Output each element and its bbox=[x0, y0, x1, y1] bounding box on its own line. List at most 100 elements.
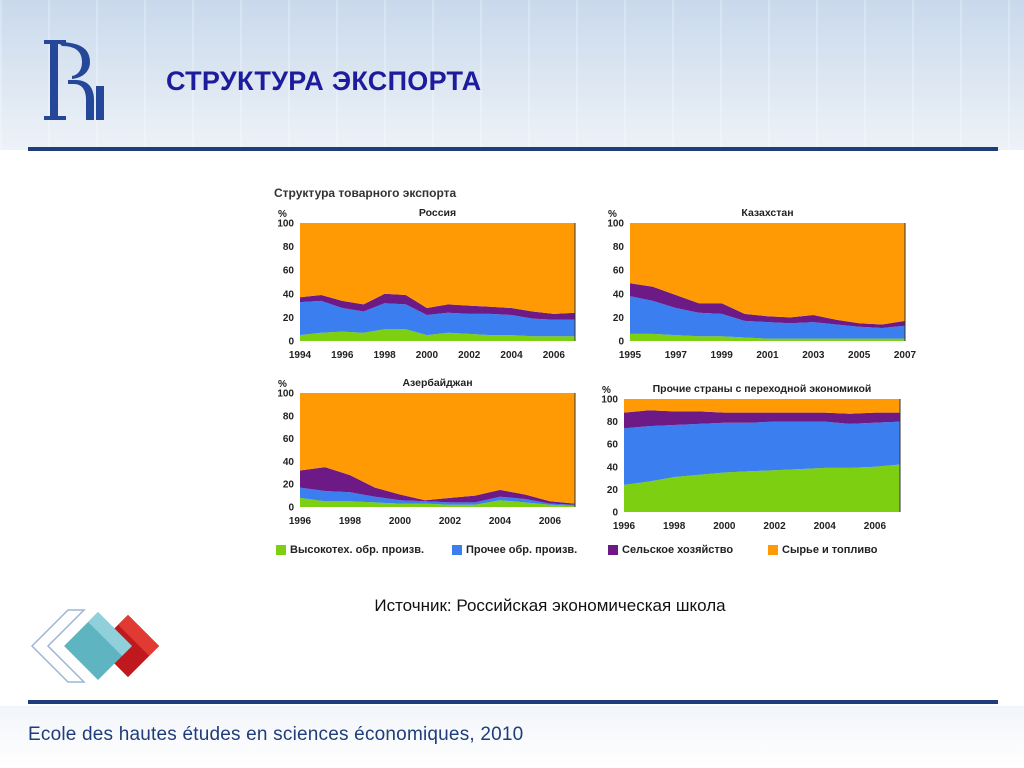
x-tick-label: 1998 bbox=[373, 350, 396, 361]
y-tick-label: 80 bbox=[283, 411, 295, 422]
legend-item-raw-fuel: Сырье и топливо bbox=[768, 543, 878, 557]
y-tick-label: 40 bbox=[613, 289, 625, 300]
x-tick-label: 2004 bbox=[814, 521, 837, 532]
area-other_manuf-other bbox=[624, 421, 900, 485]
x-tick-label: 1994 bbox=[289, 350, 312, 361]
legend-label: Сырье и топливо bbox=[782, 544, 878, 556]
x-tick-label: 2001 bbox=[756, 350, 779, 361]
legend-label: Сельское хозяйство bbox=[622, 544, 734, 556]
legend-item-other-manuf: Прочее обр. произв. bbox=[452, 543, 577, 557]
area-high_tech-azerbaijan bbox=[300, 497, 575, 507]
area-high_tech-other bbox=[624, 464, 900, 512]
area-other_manuf-russia bbox=[300, 300, 575, 337]
area-agriculture-kazakhstan bbox=[630, 283, 905, 328]
y-unit-label: % bbox=[608, 209, 617, 220]
legend-item-high-tech: Высокотех. обр. произв. bbox=[276, 543, 424, 557]
y-tick-label: 20 bbox=[283, 480, 295, 491]
y-unit-label: % bbox=[602, 385, 611, 396]
x-tick-label: 2002 bbox=[458, 350, 481, 361]
y-tick-label: 60 bbox=[607, 440, 619, 451]
x-tick-label: 2004 bbox=[489, 516, 512, 527]
y-tick-label: 40 bbox=[607, 462, 619, 473]
x-tick-label: 1996 bbox=[331, 350, 354, 361]
legend-label: Высокотех. обр. произв. bbox=[290, 544, 425, 556]
y-tick-label: 20 bbox=[283, 313, 295, 324]
panel-title-russia: Россия bbox=[419, 207, 456, 219]
chart-azerbaijan: Азербайджан% 0 20 40 60 80 100 1996 1998 2000 2002… bbox=[270, 375, 590, 535]
y-tick-label: 100 bbox=[277, 219, 294, 230]
y-tick-label: 80 bbox=[283, 242, 295, 253]
y-tick-label: 100 bbox=[277, 389, 294, 400]
area-agriculture-azerbaijan bbox=[300, 467, 575, 505]
x-tick-label: 1996 bbox=[289, 516, 312, 527]
legend-swatch bbox=[276, 545, 286, 555]
x-tick-label: 2005 bbox=[848, 350, 871, 361]
chart-other-transition: Прочие страны с переходной экономикой% 0 2… bbox=[594, 378, 924, 538]
area-other_manuf-kazakhstan bbox=[630, 296, 905, 339]
x-tick-label: 2006 bbox=[539, 516, 562, 527]
y-tick-label: 0 bbox=[618, 337, 624, 348]
area-agriculture-russia bbox=[300, 293, 575, 320]
header-pattern bbox=[0, 0, 1024, 150]
area-raw_fuel-azerbaijan bbox=[300, 393, 575, 504]
x-tick-label: 2006 bbox=[864, 521, 887, 532]
chart-kazakhstan: Казахстан% 0 20 40 60 80 100 1995 1997 1999 2001 20… bbox=[598, 205, 928, 365]
decorative-arrows bbox=[28, 606, 178, 696]
x-tick-label: 1999 bbox=[711, 350, 734, 361]
area-agriculture-other bbox=[624, 410, 900, 429]
legend-swatch bbox=[608, 545, 618, 555]
x-tick-label: 2000 bbox=[416, 350, 439, 361]
panel-title-azerbaijan: Азербайджан bbox=[402, 377, 472, 389]
y-tick-label: 60 bbox=[613, 266, 625, 277]
y-tick-label: 0 bbox=[612, 508, 618, 519]
source-note: Источник: Российская экономическая школа bbox=[374, 596, 726, 615]
page-title: СТРУКТУРА ЭКСПОРТА bbox=[166, 66, 482, 96]
x-tick-label: 2002 bbox=[439, 516, 462, 527]
y-unit-label: % bbox=[278, 379, 287, 390]
legend-swatch bbox=[452, 545, 462, 555]
y-tick-label: 60 bbox=[283, 266, 295, 277]
footer-band bbox=[0, 706, 1024, 768]
y-tick-label: 60 bbox=[283, 434, 295, 445]
x-tick-label: 1996 bbox=[613, 521, 636, 532]
x-tick-label: 1998 bbox=[663, 521, 686, 532]
footer-text: Ecole des hautes études en sciences écon… bbox=[28, 724, 524, 745]
x-tick-label: 1995 bbox=[619, 350, 642, 361]
y-tick-label: 40 bbox=[283, 289, 295, 300]
y-tick-label: 100 bbox=[601, 395, 618, 406]
x-tick-label: 2000 bbox=[389, 516, 412, 527]
x-tick-label: 2007 bbox=[894, 350, 917, 361]
y-tick-label: 20 bbox=[607, 485, 619, 496]
y-tick-label: 0 bbox=[288, 337, 294, 348]
area-raw_fuel-russia bbox=[300, 223, 575, 314]
area-high_tech-russia bbox=[300, 329, 575, 341]
x-tick-label: 2000 bbox=[713, 521, 736, 532]
x-tick-label: 2003 bbox=[802, 350, 825, 361]
y-tick-label: 80 bbox=[607, 417, 619, 428]
y-tick-label: 40 bbox=[283, 457, 295, 468]
hse-logo bbox=[38, 36, 110, 124]
y-tick-label: 100 bbox=[607, 219, 624, 230]
x-tick-label: 2004 bbox=[500, 350, 523, 361]
x-tick-label: 1997 bbox=[665, 350, 688, 361]
y-unit-label: % bbox=[278, 209, 287, 220]
x-tick-label: 2002 bbox=[763, 521, 786, 532]
chart-group-title: Структура товарного экспорта bbox=[274, 186, 457, 200]
area-other_manuf-azerbaijan bbox=[300, 487, 575, 506]
x-tick-label: 1998 bbox=[339, 516, 362, 527]
area-raw_fuel-other bbox=[624, 399, 900, 414]
chart-legend: Высокотех. обр. произв. Прочее обр. прои… bbox=[276, 543, 916, 561]
legend-item-agriculture: Сельское хозяйство bbox=[608, 543, 733, 557]
header-divider bbox=[28, 147, 998, 151]
footer-divider bbox=[28, 700, 998, 704]
legend-swatch bbox=[768, 545, 778, 555]
legend-label: Прочее обр. произв. bbox=[466, 544, 578, 556]
chart-russia: Россия% 0 20 40 60 80 100 1994 1996 1998 2000 2002 2… bbox=[270, 205, 590, 365]
area-high_tech-kazakhstan bbox=[630, 333, 905, 341]
x-tick-label: 2006 bbox=[543, 350, 566, 361]
panel-title-kazakhstan: Казахстан bbox=[741, 207, 793, 219]
y-tick-label: 80 bbox=[613, 242, 625, 253]
y-tick-label: 20 bbox=[613, 313, 625, 324]
area-raw_fuel-kazakhstan bbox=[630, 223, 905, 325]
header-band bbox=[0, 0, 1024, 150]
